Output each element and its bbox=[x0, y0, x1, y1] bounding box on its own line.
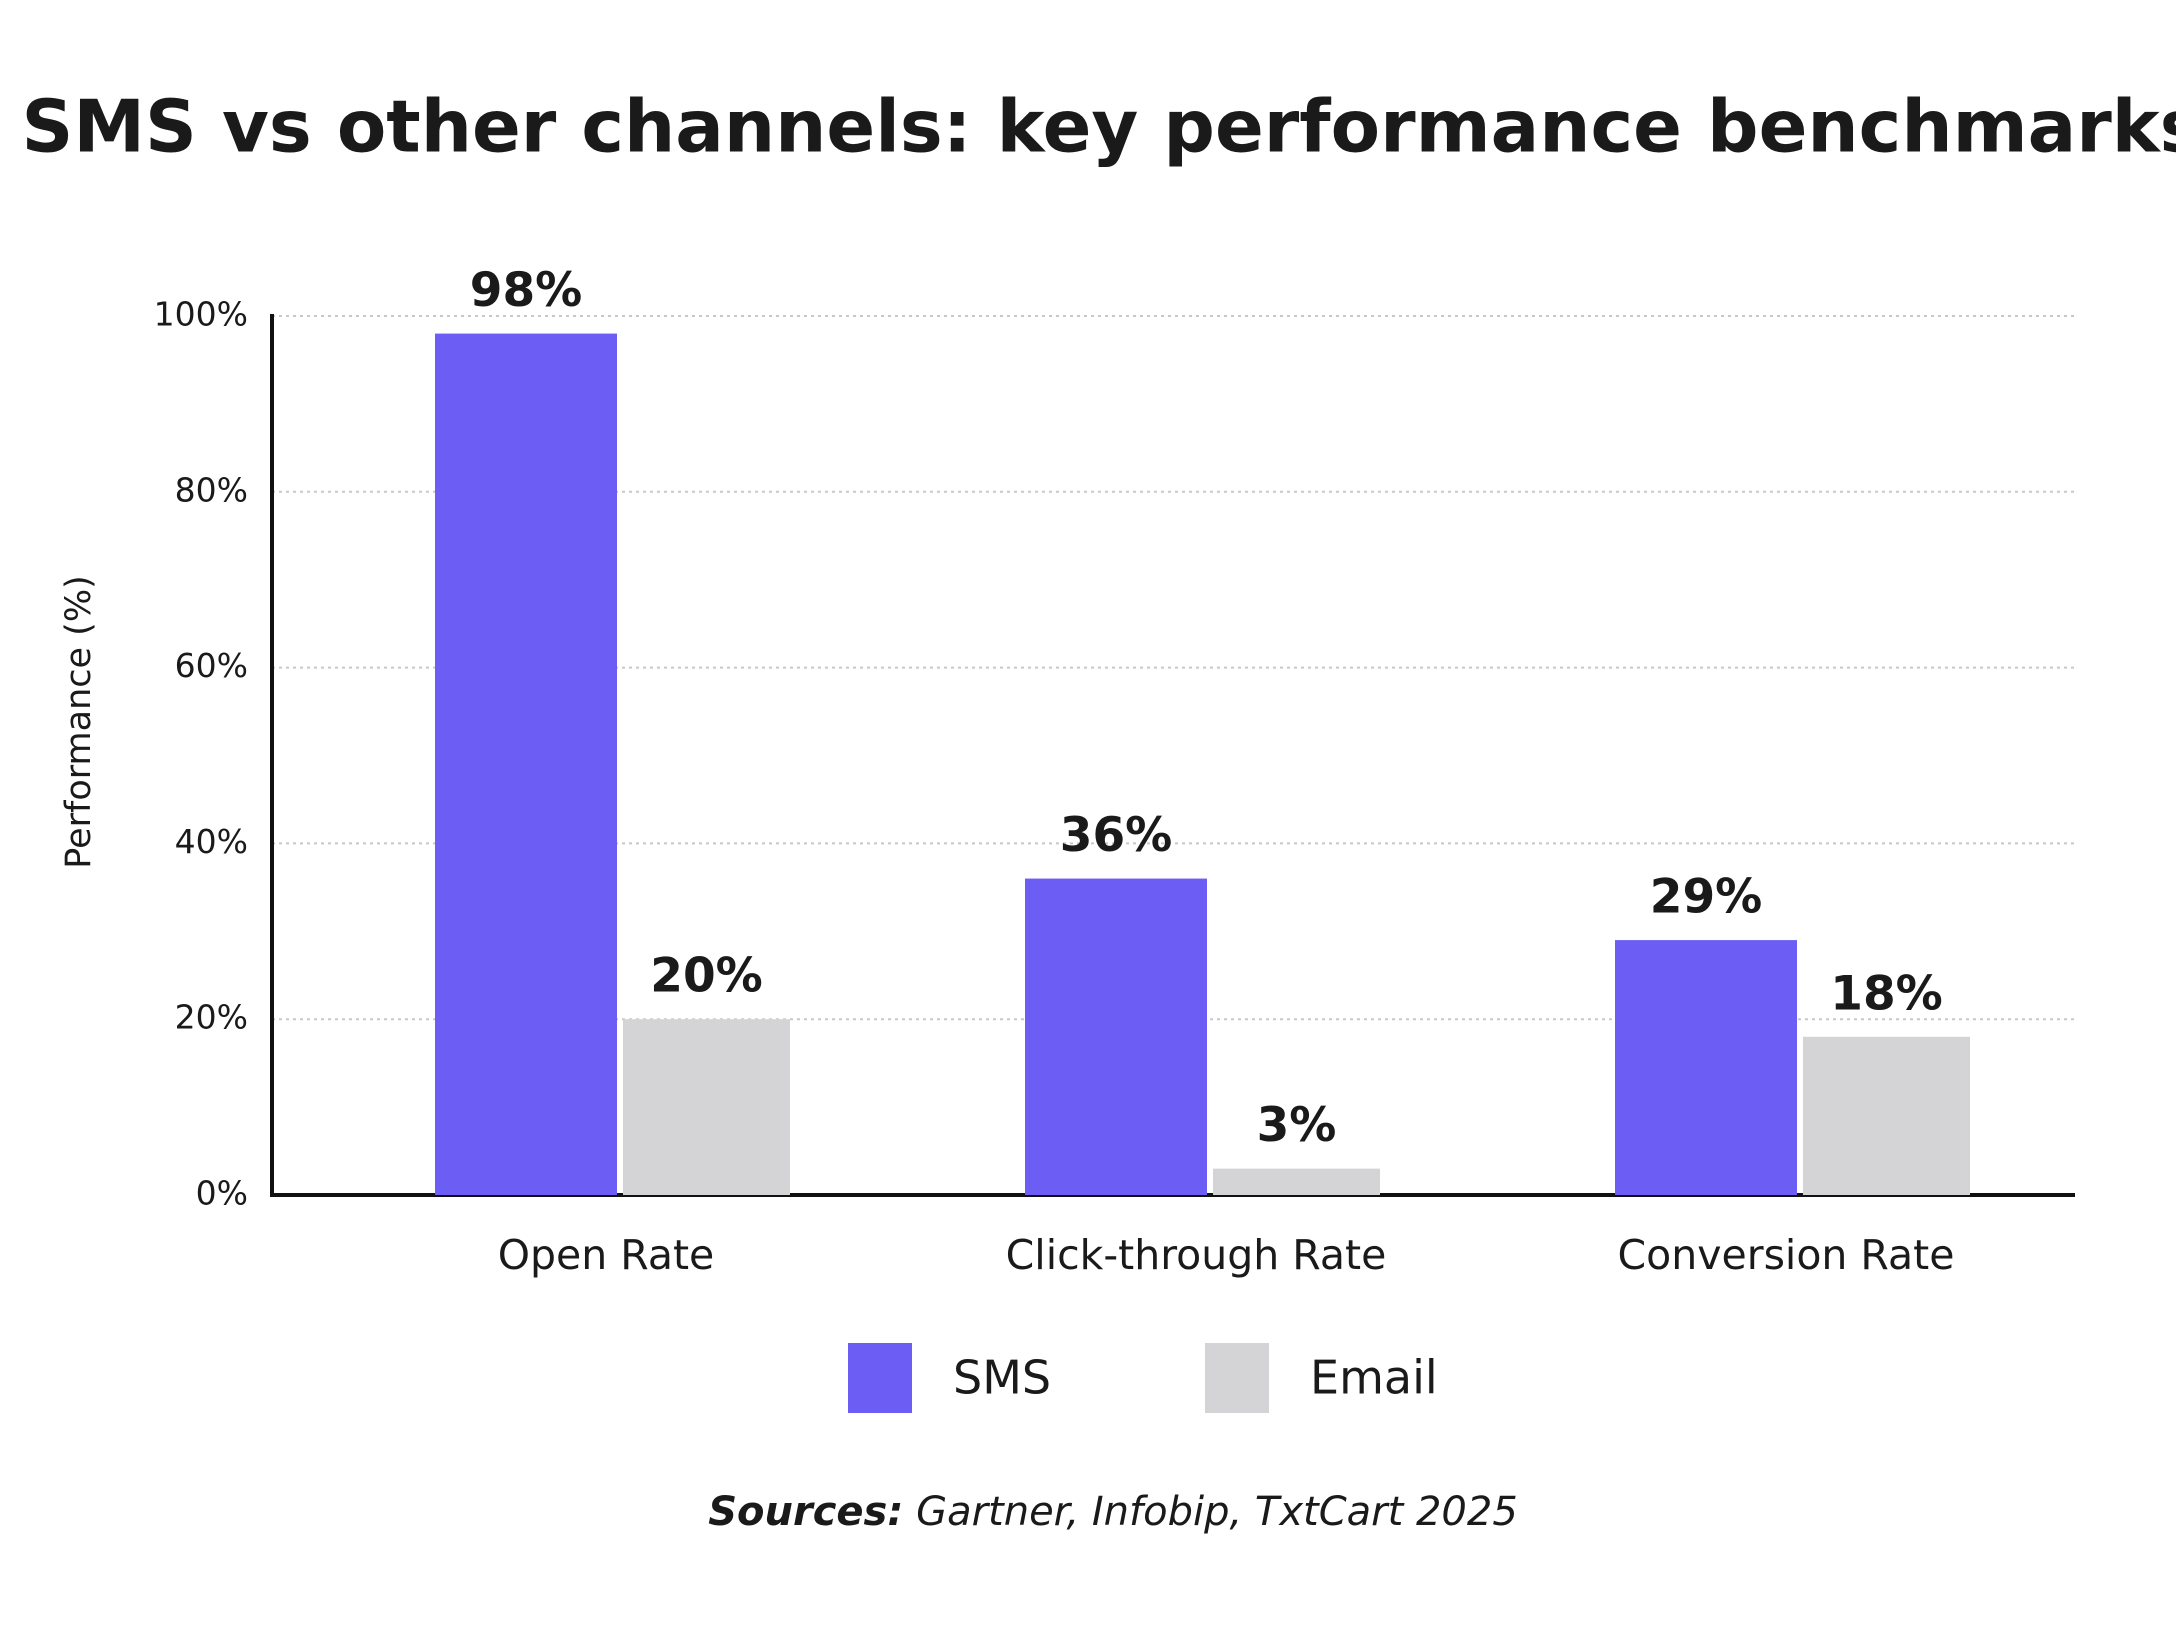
legend-swatch bbox=[848, 1343, 912, 1413]
legend-label: Email bbox=[1310, 1351, 1438, 1405]
chart-title: SMS vs other channels: key performance b… bbox=[22, 85, 2176, 169]
bar bbox=[1213, 1168, 1380, 1195]
bar bbox=[1025, 878, 1207, 1195]
x-tick-label: Conversion Rate bbox=[1618, 1231, 1955, 1279]
x-tick-label: Click-through Rate bbox=[1006, 1231, 1387, 1279]
y-tick-label: 0% bbox=[196, 1174, 248, 1213]
y-tick-label: 40% bbox=[175, 822, 248, 861]
value-label: 3% bbox=[1257, 1098, 1337, 1153]
source-text: Gartner, Infobip, TxtCart 2025 bbox=[916, 1489, 1518, 1535]
legend-label: SMS bbox=[953, 1351, 1051, 1405]
source-note: Sources: Gartner, Infobip, TxtCart 2025 bbox=[708, 1489, 1518, 1535]
y-tick-label: 60% bbox=[175, 646, 248, 685]
y-tick-label: 20% bbox=[175, 998, 248, 1037]
value-label: 29% bbox=[1650, 870, 1763, 925]
value-label: 18% bbox=[1830, 966, 1943, 1021]
y-tick-label: 100% bbox=[154, 295, 248, 334]
y-tick-label: 80% bbox=[175, 470, 248, 509]
x-tick-label: Open Rate bbox=[498, 1231, 715, 1279]
bar bbox=[623, 1019, 790, 1195]
legend-swatch bbox=[1205, 1343, 1269, 1413]
value-label: 98% bbox=[470, 263, 583, 318]
bar bbox=[1615, 940, 1797, 1195]
value-label: 20% bbox=[650, 949, 763, 1004]
bar bbox=[1803, 1036, 1970, 1195]
bar bbox=[435, 333, 617, 1196]
source-label: Sources: bbox=[708, 1489, 903, 1535]
value-label: 36% bbox=[1060, 808, 1173, 863]
y-axis-label: Performance (%) bbox=[59, 575, 99, 868]
